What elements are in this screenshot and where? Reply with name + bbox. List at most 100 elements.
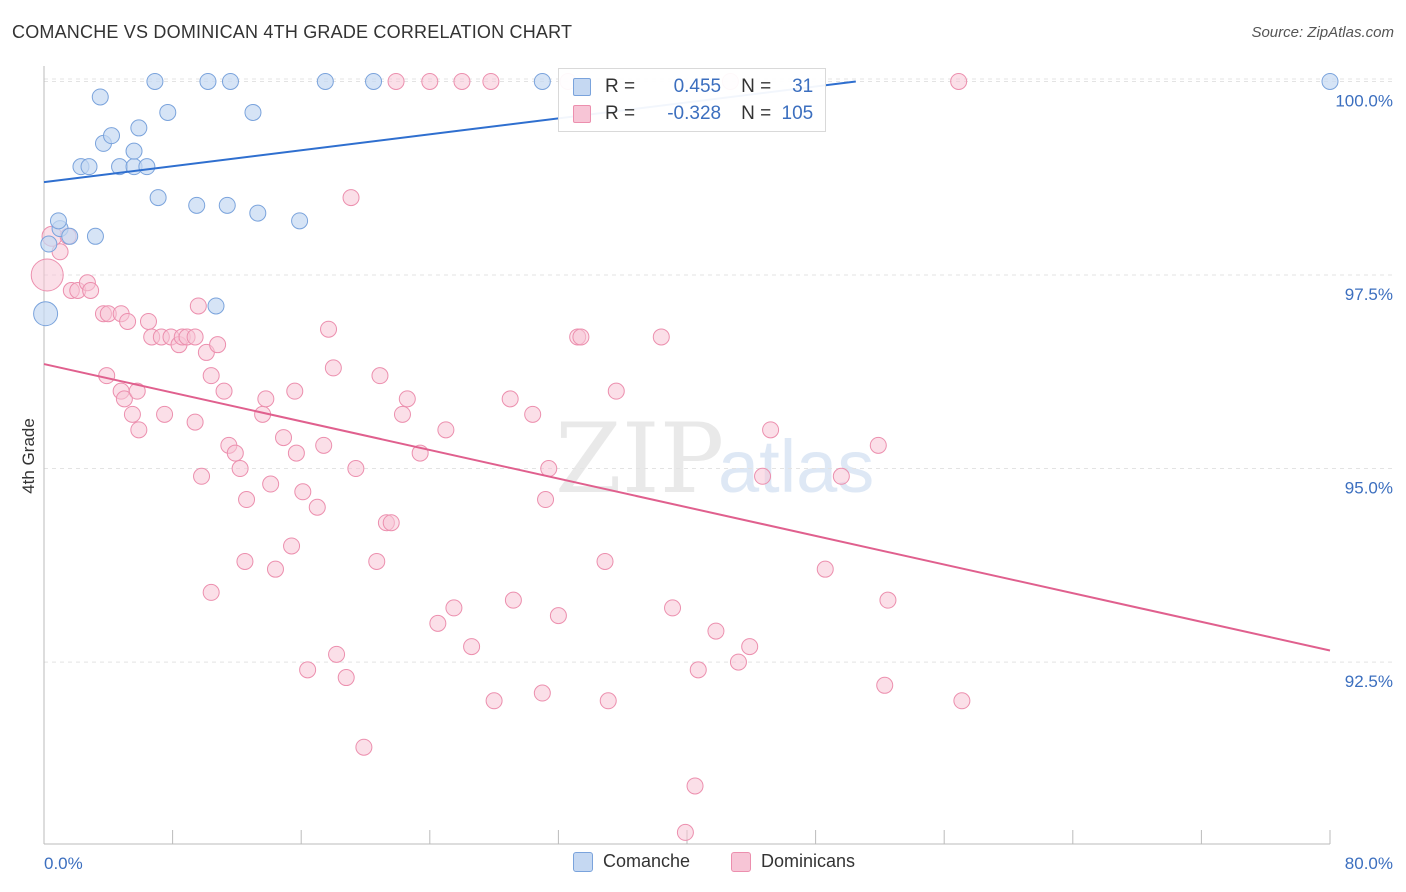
comanche-point (138, 158, 156, 176)
dominican-r-value: -0.328 (667, 103, 722, 124)
legend-dominican-swatch (731, 851, 751, 872)
dominican-point (741, 638, 759, 656)
y-tick-label: 92.5% (1345, 672, 1393, 691)
dominican-trend-line (43, 363, 1331, 652)
dominican-point (202, 583, 220, 601)
legend-comanche-swatch (573, 851, 593, 872)
dominican-point (202, 367, 220, 385)
dominican-point (429, 614, 447, 632)
y-axis-label: 4th Grade (19, 418, 38, 494)
dominican-point (524, 405, 542, 423)
dominican-point (754, 467, 772, 485)
dominican-point (286, 382, 304, 400)
dominican-point (832, 467, 850, 485)
dominican-point (879, 591, 897, 609)
y-tick-label: 97.5% (1345, 285, 1393, 304)
dominican-point (596, 552, 614, 570)
dominican-point (337, 669, 355, 687)
comanche-point (125, 142, 143, 160)
comanche-point (316, 72, 334, 90)
stats-legend: R = 0.455 N = 31 R = -0.328 N = 105 (558, 68, 826, 132)
dominican-point (729, 653, 747, 671)
zipatlas-watermark: ZIP atlas (555, 403, 874, 515)
comanche-points (33, 72, 1339, 327)
dominican-point (453, 72, 471, 90)
comanche-point (80, 158, 98, 176)
dominican-point (275, 429, 293, 447)
dominican-point (652, 328, 670, 346)
r-label: R = (605, 103, 636, 124)
watermark-zip: ZIP (555, 403, 724, 515)
dominican-point (482, 72, 500, 90)
comanche-point (221, 72, 239, 90)
comanche-n-value: 31 (792, 76, 814, 97)
comanche-point (199, 72, 217, 90)
dominican-point (607, 382, 625, 400)
dominican-point (156, 405, 174, 423)
legend-comanche-label: Comanche (603, 851, 691, 871)
dominican-point (599, 692, 617, 710)
x-tick-label: 0.0% (44, 854, 83, 873)
comanche-point (103, 127, 121, 145)
dominican-point (347, 460, 365, 478)
dominican-point (308, 498, 326, 516)
dominican-point (130, 421, 148, 439)
dominican-point (193, 467, 211, 485)
dominican-point (382, 514, 400, 532)
comanche-point (188, 196, 206, 214)
dominican-point (387, 72, 405, 90)
dominican-point (82, 281, 100, 299)
dominican-point (664, 599, 682, 617)
dominican-point (209, 336, 227, 354)
dominican-point (315, 436, 333, 454)
dominican-point (707, 622, 725, 640)
dominican-point (540, 460, 558, 478)
dominican-point (215, 382, 233, 400)
comanche-point (33, 301, 59, 327)
dominican-point (123, 405, 141, 423)
legend-item-dominicans[interactable]: Dominicans (731, 851, 855, 872)
dominican-point (950, 72, 968, 90)
dominican-point (869, 436, 887, 454)
comanche-point (159, 103, 177, 121)
dominican-point (186, 328, 204, 346)
comanche-point (49, 212, 67, 230)
dominican-point (485, 692, 503, 710)
dominican-point (294, 483, 312, 501)
dominican-point (355, 738, 373, 756)
comanche-point (40, 235, 58, 253)
dominican-point (421, 72, 439, 90)
dominican-point (537, 491, 555, 509)
trend-lines (43, 80, 1331, 652)
comanche-point (291, 212, 309, 230)
watermark-atlas: atlas (718, 425, 874, 508)
dominican-swatch (573, 105, 591, 123)
dominican-point (128, 382, 146, 400)
y-tick-label: 95.0% (1345, 479, 1393, 498)
dominican-point (287, 444, 305, 462)
dominican-point (98, 367, 116, 385)
comanche-point (365, 72, 383, 90)
chart-title: COMANCHE VS DOMINICAN 4TH GRADE CORRELAT… (12, 22, 573, 42)
dominican-point (686, 777, 704, 795)
dominican-point (762, 421, 780, 439)
dominican-point (398, 390, 416, 408)
n-label: N = (741, 76, 772, 97)
comanche-point (1321, 72, 1339, 90)
dominican-point (533, 684, 551, 702)
comanche-point (207, 297, 225, 315)
tick-labels: 92.5% 95.0% 97.5% 100.0% 0.0% 80.0% (44, 91, 1393, 873)
comanche-swatch (573, 78, 591, 96)
dominican-n-value: 105 (781, 103, 814, 124)
comanche-r-value: 0.455 (673, 76, 722, 97)
dominican-point (876, 676, 894, 694)
dominican-point (283, 537, 301, 555)
legend-item-comanche[interactable]: Comanche (573, 851, 690, 872)
dominican-point (266, 560, 284, 578)
dominican-point (299, 661, 317, 679)
bottom-legend: Comanche Dominicans (0, 851, 1406, 877)
dominican-point (689, 661, 707, 679)
dominican-point (119, 312, 137, 330)
dominican-point (501, 390, 519, 408)
